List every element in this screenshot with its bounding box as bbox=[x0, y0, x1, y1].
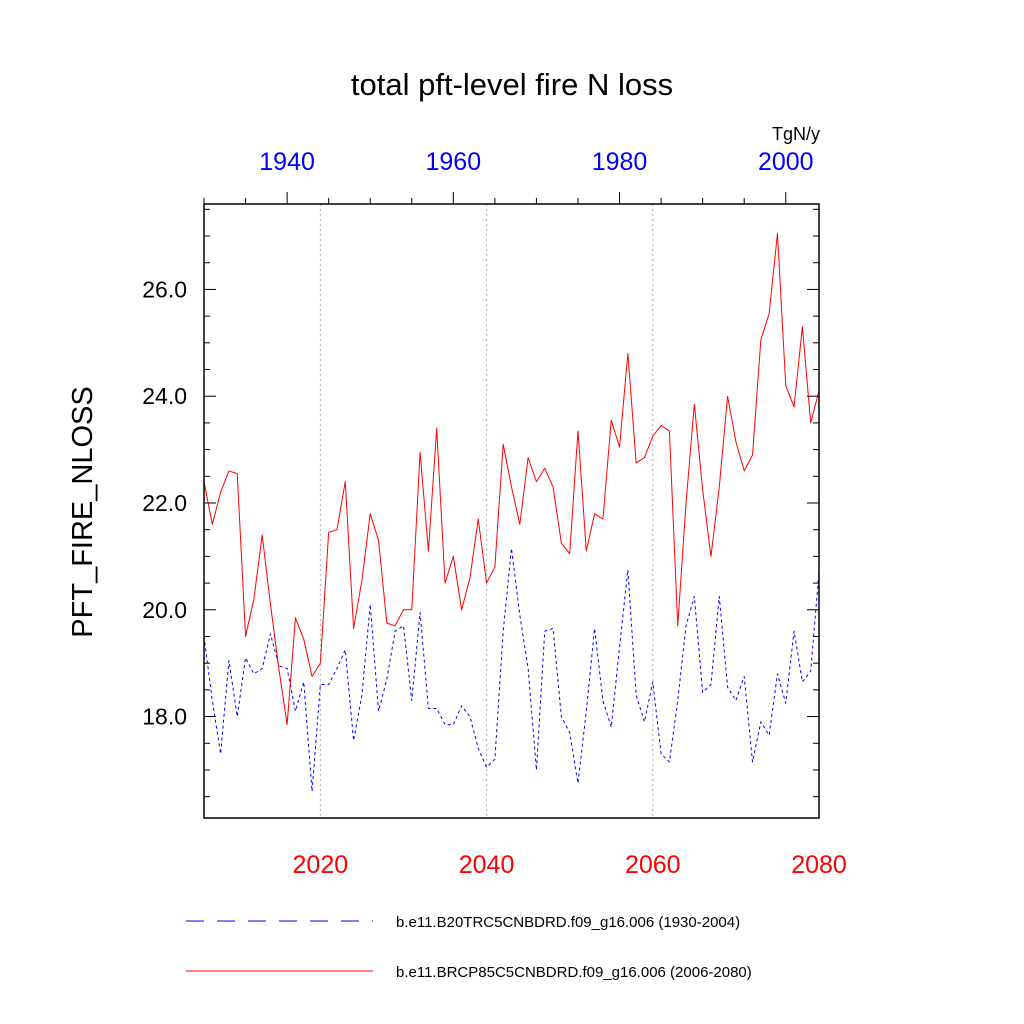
data-series bbox=[203, 232, 820, 792]
top-tick-label: 2000 bbox=[758, 148, 814, 176]
bottom-tick-label: 2040 bbox=[459, 851, 515, 879]
top-tick-label: 1940 bbox=[259, 148, 315, 176]
series-line-historical bbox=[203, 547, 820, 792]
bottom-tick-label: 2020 bbox=[293, 851, 349, 879]
y-tick-label: 22.0 bbox=[142, 490, 187, 516]
y-axis-label: PFT_FIRE_NLOSS bbox=[67, 386, 99, 637]
axes: 18.0 20.0 22.0 24.0 26.0 1940 1960 1980 2000 2020… bbox=[142, 148, 847, 879]
y-tick-label: 24.0 bbox=[142, 383, 187, 409]
y-tick-label: 26.0 bbox=[142, 276, 187, 302]
chart-title: total pft-level fire N loss bbox=[351, 67, 673, 102]
y-tick-label: 20.0 bbox=[142, 597, 187, 623]
units-label: TgN/y bbox=[772, 124, 820, 144]
legend-label-historical: b.e11.B20TRC5CNBDRD.f09_g16.006 (1930-20… bbox=[396, 914, 740, 931]
legend: b.e11.B20TRC5CNBDRD.f09_g16.006 (1930-20… bbox=[186, 914, 752, 981]
bottom-tick-label: 2060 bbox=[625, 851, 681, 879]
top-tick-label: 1960 bbox=[426, 148, 482, 176]
top-tick-label: 1980 bbox=[592, 148, 648, 176]
legend-label-rcp85: b.e11.BRCP85C5CNBDRD.f09_g16.006 (2006-2… bbox=[396, 964, 752, 981]
plot-frame bbox=[203, 203, 820, 819]
y-tick-label: 18.0 bbox=[142, 704, 187, 730]
bottom-tick-label: 2080 bbox=[791, 851, 847, 879]
gridlines bbox=[319, 204, 654, 818]
series-line-rcp85 bbox=[203, 232, 820, 726]
